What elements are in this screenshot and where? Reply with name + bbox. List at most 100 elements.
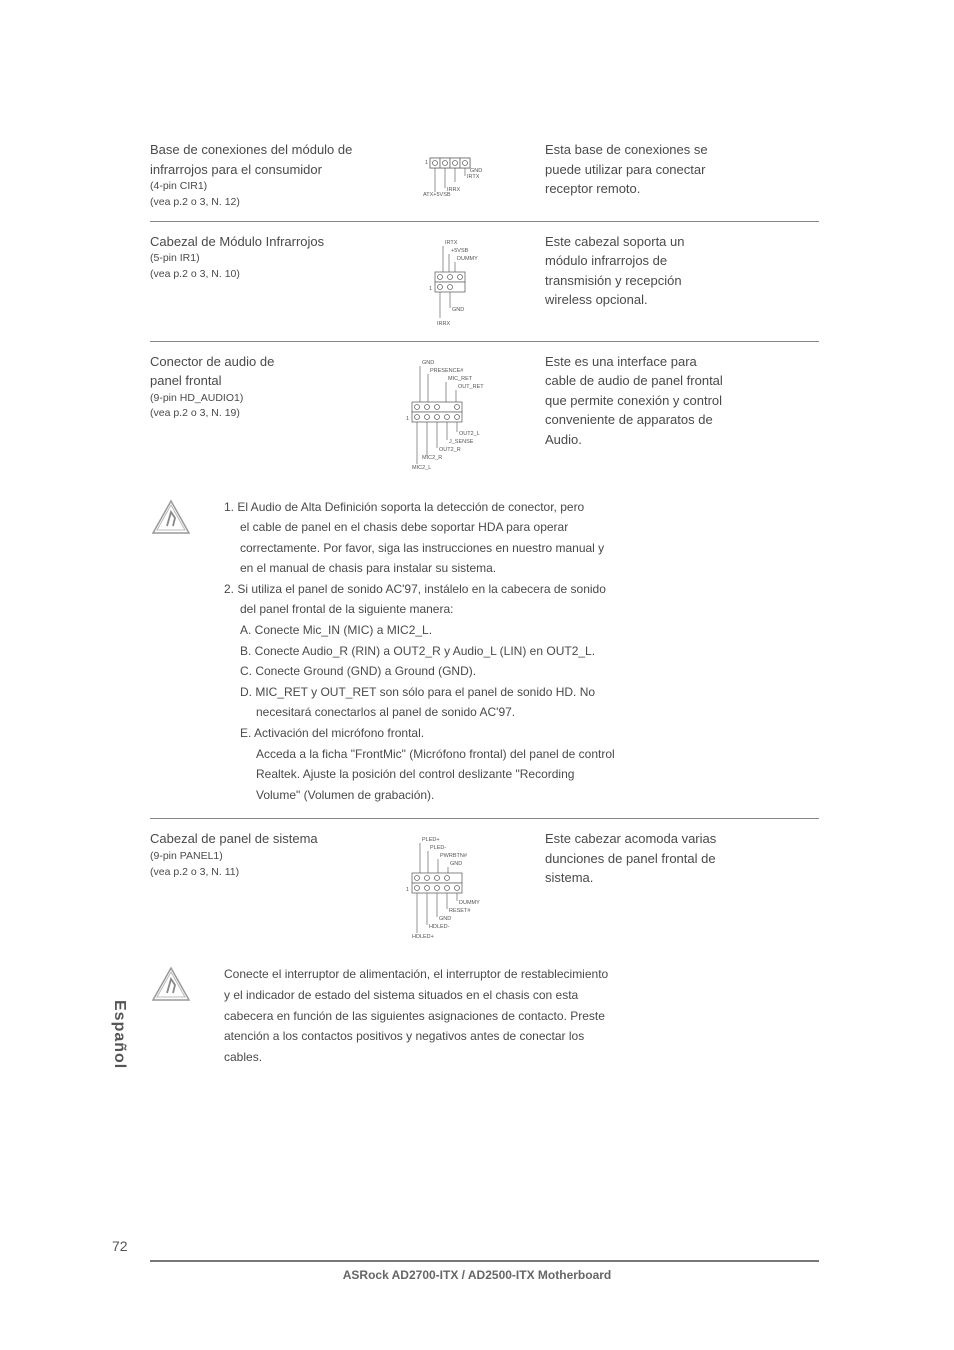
n1-l7: A. Conecte Mic_IN (MIC) a MIC2_L. — [224, 621, 819, 640]
ir-left: Cabezal de Módulo Infrarrojos (5-pin IR1… — [150, 232, 375, 331]
section-panel: Cabezal de panel de sistema (9-pin PANEL… — [150, 818, 819, 953]
note2-row: Conecte el interruptor de alimentación, … — [150, 953, 819, 1080]
svg-text:GND: GND — [439, 916, 451, 922]
n2-l4: atención a los contactos positivos y neg… — [224, 1027, 819, 1046]
svg-text:PRESENCE#: PRESENCE# — [430, 368, 464, 374]
svg-text:GND: GND — [450, 861, 462, 867]
ir-desc1: Este cabezal soporta un — [545, 232, 819, 252]
audio-diagram: GND PRESENCE# MIC_RET OUT_RET 1 — [385, 352, 535, 476]
section-cir: Base de conexiones del módulo de infrarr… — [150, 130, 819, 221]
cir-left: Base de conexiones del módulo de infrarr… — [150, 140, 375, 211]
panel-desc2: dunciones de panel frontal de — [545, 849, 819, 869]
svg-text:1: 1 — [429, 286, 432, 292]
ir-desc2: módulo infrarrojos de — [545, 251, 819, 271]
n2-l1: Conecte el interruptor de alimentación, … — [224, 965, 819, 984]
page-number: 72 — [112, 1238, 128, 1254]
n1-l10: D. MIC_RET y OUT_RET son sólo para el pa… — [224, 683, 819, 702]
note2-icon — [150, 965, 210, 1068]
cir-desc3: receptor remoto. — [545, 179, 819, 199]
panel-left: Cabezal de panel de sistema (9-pin PANEL… — [150, 829, 375, 943]
note1-text: 1. El Audio de Alta Definición soporta l… — [224, 498, 819, 807]
svg-text:HDLED+: HDLED+ — [412, 934, 434, 940]
svg-text:OUT_RET: OUT_RET — [458, 384, 484, 390]
svg-text:PWRBTN#: PWRBTN# — [440, 853, 468, 859]
svg-text:IRTX: IRTX — [467, 174, 480, 180]
note1-row: 1. El Audio de Alta Definición soporta l… — [150, 486, 819, 819]
n1-l1: 1. El Audio de Alta Definición soporta l… — [224, 498, 819, 517]
panel-desc: Este cabezar acomoda varias dunciones de… — [545, 829, 819, 943]
cir-sub2: (vea p.2 o 3, N. 12) — [150, 195, 375, 211]
panel-sub1: (9-pin PANEL1) — [150, 849, 375, 865]
cir-sub1: (4-pin CIR1) — [150, 179, 375, 195]
svg-text:IRRX: IRRX — [437, 321, 450, 327]
svg-text:1: 1 — [425, 160, 428, 166]
svg-text:DUMMY: DUMMY — [457, 256, 478, 262]
n1-l2: el cable de panel en el chasis debe sopo… — [224, 518, 819, 537]
audio-title1: Conector de audio de — [150, 352, 375, 372]
audio-desc1: Este es una interface para — [545, 352, 819, 372]
svg-text:1: 1 — [406, 887, 409, 893]
cir-title1: Base de conexiones del módulo de — [150, 140, 375, 160]
svg-text:PLED-: PLED- — [430, 845, 446, 851]
n2-l2: y el indicador de estado del sistema sit… — [224, 986, 819, 1005]
n1-l11: necesitará conectarlos al panel de sonid… — [224, 703, 819, 722]
n1-l4: en el manual de chasis para instalar su … — [224, 559, 819, 578]
audio-desc5: Audio. — [545, 430, 819, 450]
svg-text:RESET#: RESET# — [449, 908, 471, 914]
audio-desc4: conveniente de apparatos de — [545, 410, 819, 430]
audio-left: Conector de audio de panel frontal (9-pi… — [150, 352, 375, 476]
ir-desc: Este cabezal soporta un módulo infrarroj… — [545, 232, 819, 331]
ir-desc3: transmisión y recepción — [545, 271, 819, 291]
n2-l5: cables. — [224, 1048, 819, 1067]
cir-desc1: Esta base de conexiones se — [545, 140, 819, 160]
audio-title2: panel frontal — [150, 371, 375, 391]
cir-desc: Esta base de conexiones se puede utiliza… — [545, 140, 819, 211]
panel-desc3: sistema. — [545, 868, 819, 888]
panel-diagram: PLED+ PLED- PWRBTN# GND 1 DUMM — [385, 829, 535, 943]
note2-text: Conecte el interruptor de alimentación, … — [224, 965, 819, 1068]
note1-icon — [150, 498, 210, 807]
n2-l3: cabecera en función de las siguientes as… — [224, 1007, 819, 1026]
svg-text:GND: GND — [422, 360, 434, 366]
svg-text:MIC_RET: MIC_RET — [448, 376, 473, 382]
n1-l13: Acceda a la ficha "FrontMic" (Micrófono … — [224, 745, 819, 764]
cir-title2: infrarrojos para el consumidor — [150, 160, 375, 180]
cir-diagram: 1 IRTX GND IRRX ATX+5VSB — [385, 140, 535, 211]
side-label: Español — [110, 1000, 128, 1069]
svg-text:1: 1 — [406, 416, 409, 422]
svg-text:HDLED-: HDLED- — [429, 924, 450, 930]
svg-text:OUT2_R: OUT2_R — [439, 447, 461, 453]
footer-text: ASRock AD2700-ITX / AD2500-ITX Motherboa… — [0, 1268, 954, 1282]
svg-text:GND: GND — [470, 168, 482, 174]
section-ir: Cabezal de Módulo Infrarrojos (5-pin IR1… — [150, 221, 819, 341]
svg-text:IRTX: IRTX — [445, 240, 458, 246]
svg-text:DUMMY: DUMMY — [459, 900, 480, 906]
svg-text:MIC2_R: MIC2_R — [422, 455, 442, 461]
svg-text:MIC2_L: MIC2_L — [412, 465, 431, 471]
ir-title: Cabezal de Módulo Infrarrojos — [150, 232, 375, 252]
n1-l8: B. Conecte Audio_R (RIN) a OUT2_R y Audi… — [224, 642, 819, 661]
footer-line — [150, 1260, 819, 1262]
ir-diagram: IRTX +5VSB DUMMY 1 GND IRRX — [385, 232, 535, 331]
audio-desc: Este es una interface para cable de audi… — [545, 352, 819, 476]
cir-desc2: puede utilizar para conectar — [545, 160, 819, 180]
n1-l12: E. Activación del micrófono frontal. — [224, 724, 819, 743]
panel-desc1: Este cabezar acomoda varias — [545, 829, 819, 849]
n1-l9: C. Conecte Ground (GND) a Ground (GND). — [224, 662, 819, 681]
svg-text:+5VSB: +5VSB — [451, 248, 469, 254]
n1-l5: 2. Si utiliza el panel de sonido AC'97, … — [224, 580, 819, 599]
svg-text:J_SENSE: J_SENSE — [449, 439, 474, 445]
section-audio: Conector de audio de panel frontal (9-pi… — [150, 341, 819, 486]
svg-text:ATX+5VSB: ATX+5VSB — [423, 192, 451, 198]
panel-title: Cabezal de panel de sistema — [150, 829, 375, 849]
panel-sub2: (vea p.2 o 3, N. 11) — [150, 865, 375, 881]
n1-l6: del panel frontal de la siguiente manera… — [224, 600, 819, 619]
n1-l15: Volume" (Volumen de grabación). — [224, 786, 819, 805]
audio-sub1: (9-pin HD_AUDIO1) — [150, 391, 375, 407]
svg-text:GND: GND — [452, 307, 464, 313]
svg-text:PLED+: PLED+ — [422, 837, 440, 843]
n1-l3: correctamente. Por favor, siga las instr… — [224, 539, 819, 558]
ir-sub1: (5-pin IR1) — [150, 251, 375, 267]
svg-text:OUT2_L: OUT2_L — [459, 431, 480, 437]
audio-sub2: (vea p.2 o 3, N. 19) — [150, 406, 375, 422]
